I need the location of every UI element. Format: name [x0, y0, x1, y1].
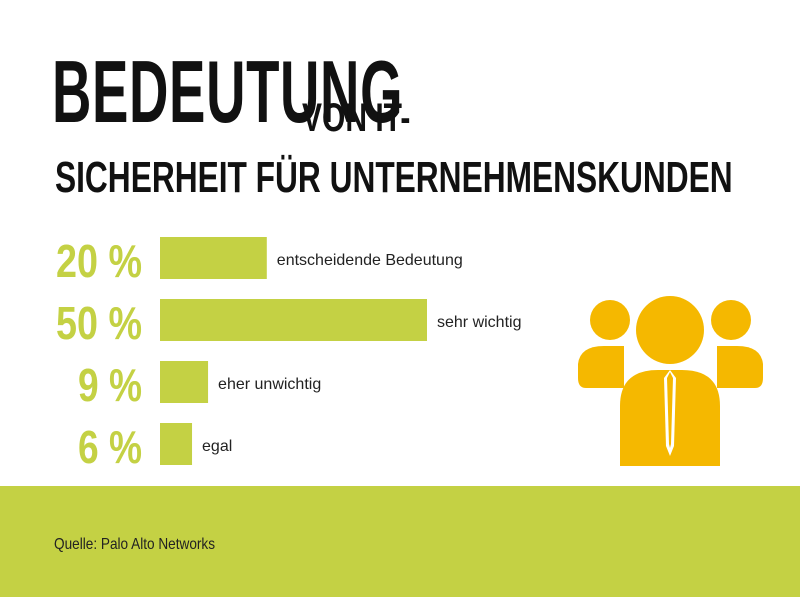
title-big: BEDEUTUNG [52, 42, 404, 141]
bar-2 [160, 361, 209, 403]
title-small: VON IT- [302, 96, 411, 140]
value-label-0: 20 % [56, 235, 142, 287]
category-label-1: sehr wichtig [437, 314, 521, 331]
value-label-3: 6 % [78, 421, 142, 473]
footer-band: Quelle: Palo Alto Networks [0, 486, 800, 597]
category-label-3: egal [202, 438, 232, 455]
chart-title: BEDEUTUNG VON IT- [52, 44, 618, 154]
value-label-1: 50 % [56, 297, 142, 349]
bar-chart: 20 % entscheidende Bedeutung 50 % sehr wich… [56, 235, 521, 473]
title-line-2: SICHERHEIT FÜR UNTERNEHMENSKUNDEN [55, 153, 733, 202]
bar-3 [160, 423, 193, 465]
category-label-2: eher unwichtig [218, 376, 321, 393]
bar-1 [160, 299, 427, 341]
category-label-0: entscheidende Bedeutung [277, 252, 463, 269]
value-label-2: 9 % [78, 359, 142, 411]
business-people-icon [578, 296, 763, 466]
bar-0 [160, 237, 267, 279]
source-text: Quelle: Palo Alto Networks [54, 536, 216, 553]
